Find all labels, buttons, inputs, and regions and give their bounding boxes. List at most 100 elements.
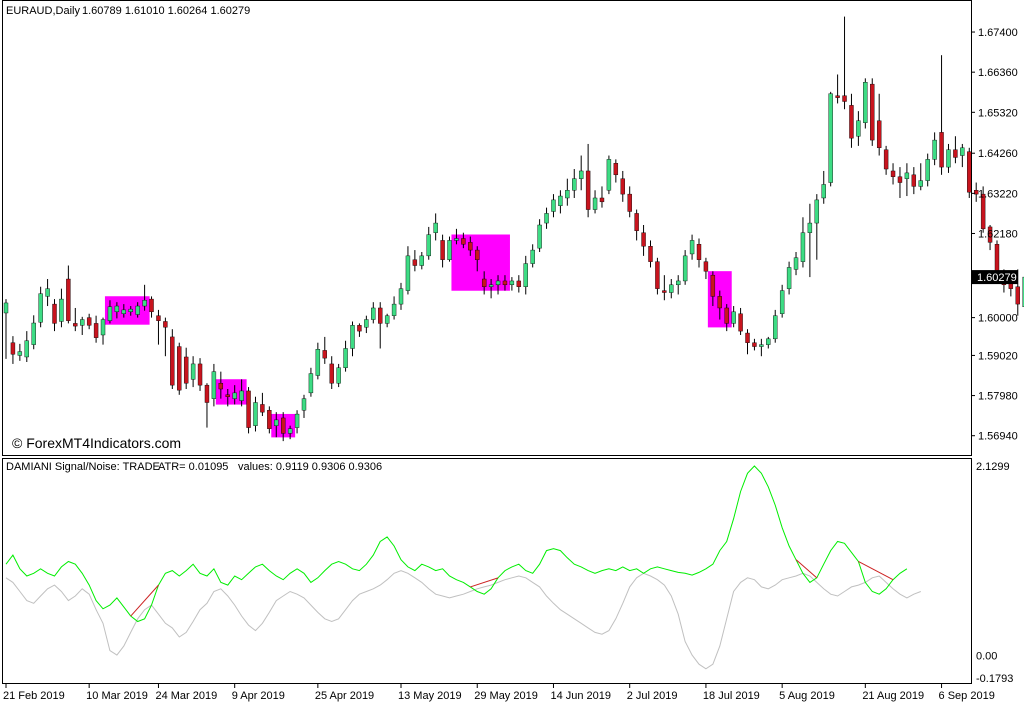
candle-body (592, 197, 598, 210)
candle-bull (1022, 276, 1024, 308)
candle-body (509, 280, 515, 286)
candle-body (80, 319, 85, 326)
candle-bear (620, 170, 625, 202)
candle-body (759, 344, 764, 347)
candle-bear (849, 93, 854, 148)
current-price-tag: 1.60279 (972, 270, 1018, 285)
candle-bull (274, 412, 279, 438)
candle-bear (322, 336, 327, 364)
candle-body (156, 315, 161, 321)
candle-bear (939, 55, 944, 175)
candle-body (225, 394, 230, 397)
candle-body (190, 363, 196, 380)
candle-bull (856, 111, 861, 146)
y-tick-label: 1.59020 (978, 350, 1018, 362)
candle-bear (627, 186, 632, 218)
candle-body (551, 199, 556, 212)
candle-body (918, 180, 923, 187)
candle-body (987, 226, 993, 243)
candle-body (163, 321, 168, 328)
candle-body (821, 184, 826, 199)
candle-bull (350, 321, 355, 357)
candle-body (897, 176, 903, 183)
signal-highlight-zone (104, 296, 150, 325)
candle-bear (738, 307, 743, 335)
candle-body (980, 193, 986, 230)
current-price-label: 1.60279 (977, 272, 1017, 284)
candle-bull (211, 363, 217, 407)
candle-bear (897, 167, 903, 198)
candle-bull (232, 385, 237, 405)
candle-bull (558, 190, 563, 214)
candle-bull (537, 219, 542, 253)
y-tick-label: 1.63220 (978, 188, 1018, 200)
candle-bull (419, 252, 424, 270)
candle-body (731, 311, 736, 324)
candle-body (849, 105, 854, 139)
candle-bull (509, 277, 515, 291)
candle-body (1022, 276, 1024, 308)
candle-bear (52, 299, 57, 332)
candle-body (197, 363, 203, 386)
candle-bull (800, 217, 806, 268)
candle-body (676, 280, 681, 286)
candle-bear (468, 236, 473, 256)
candle-body (52, 303, 57, 324)
candle-bear (876, 93, 882, 156)
candle-body (800, 232, 806, 262)
candle-bull (821, 170, 826, 204)
candle-bull (315, 342, 321, 380)
candle-bear (86, 313, 92, 330)
candle-bear (357, 323, 362, 337)
candle-bull (121, 304, 127, 318)
candle-bull (3, 299, 9, 359)
candle-bull (31, 315, 36, 350)
candle-bear (475, 246, 480, 272)
candle-body (842, 95, 847, 102)
candle-bear (974, 182, 979, 202)
indicator-values: values: 0.9119 0.9306 0.9306 (238, 461, 382, 473)
candle-bull (786, 261, 792, 295)
candle-bear (641, 224, 646, 256)
candle-body (433, 222, 438, 233)
candle-body (468, 242, 473, 251)
y-tick-label: 1.62180 (978, 228, 1018, 240)
candle-bull (426, 226, 431, 260)
indicator-atr: ATR= 0.01095 (158, 461, 228, 473)
candle-bull (592, 190, 598, 214)
candle-body (371, 307, 376, 320)
candle-body (17, 351, 23, 356)
candle-body (876, 120, 882, 149)
candle-bull (676, 275, 681, 295)
candle-bull (398, 282, 404, 310)
candle-body (766, 338, 771, 345)
candle-bull (190, 356, 196, 388)
candle-body (315, 349, 321, 376)
indicator-y-tick-label: 0.00 (976, 651, 997, 663)
candle-bull (294, 410, 300, 434)
candle-body (1015, 286, 1020, 305)
candle-bear (412, 250, 418, 272)
ohlc-values: 1.60789 1.61010 1.60264 1.60279 (82, 5, 250, 17)
candle-body (73, 323, 78, 327)
candle-bear (204, 383, 210, 428)
candle-body (336, 367, 341, 384)
candle-body (835, 95, 840, 98)
x-tick-label: 5 Aug 2019 (779, 690, 835, 702)
x-tick-label: 10 Mar 2019 (86, 690, 148, 702)
x-tick-label: 18 Jul 2019 (703, 690, 760, 702)
candle-body (870, 83, 875, 141)
candle-body (412, 259, 418, 266)
candle-body (946, 149, 951, 168)
candle-bear (481, 271, 487, 295)
candle-bull (565, 178, 570, 206)
candle-bear (662, 275, 667, 301)
candle-bear (149, 296, 154, 318)
candle-bull (301, 394, 307, 418)
candle-body (107, 306, 113, 321)
candle-bull (925, 153, 930, 187)
signal-line (5, 465, 908, 623)
candle-body (939, 132, 944, 168)
candle-bull (759, 338, 764, 357)
